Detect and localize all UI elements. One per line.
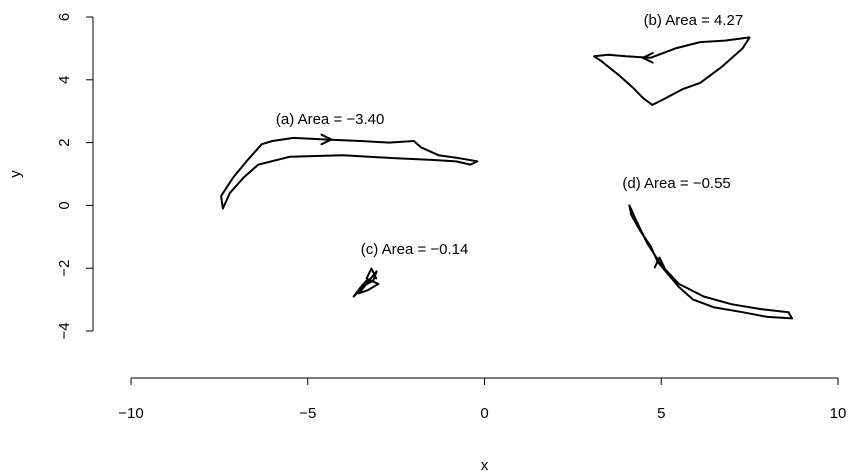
axes: −10 −5 0 5 10 −4 −2 0 2 4 6 x y xyxy=(7,13,846,474)
area-annotation: (b) Area = 4.27 xyxy=(644,12,744,29)
series-a: (a) Area = −3.40 xyxy=(220,111,479,210)
series-b: (b) Area = 4.27 xyxy=(593,12,751,106)
trajectory-line xyxy=(220,136,479,210)
x-tick-label: 10 xyxy=(830,405,847,422)
y-ticks: −4 −2 0 2 4 6 xyxy=(56,13,93,340)
x-ticks: −10 −5 0 5 10 xyxy=(118,378,846,422)
area-annotation: (a) Area = −3.40 xyxy=(276,111,384,128)
y-tick-label: 0 xyxy=(56,201,73,209)
area-annotation: (d) Area = −0.55 xyxy=(622,175,730,192)
series-d: (d) Area = −0.55 xyxy=(622,175,793,320)
y-tick-label: 4 xyxy=(56,76,73,84)
area-annotation: (c) Area = −0.14 xyxy=(361,241,469,258)
y-axis-label: y xyxy=(7,170,24,178)
x-tick-label: −10 xyxy=(118,405,143,422)
x-tick-label: 5 xyxy=(657,405,665,422)
y-tick-label: −2 xyxy=(56,260,73,277)
x-tick-label: −5 xyxy=(299,405,316,422)
trajectory-line xyxy=(593,36,751,106)
series-layer: (a) Area = −3.40 (b) Area = 4.27 (c) Area … xyxy=(220,12,793,320)
direction-arrow xyxy=(653,256,666,269)
trajectory-line xyxy=(628,204,793,320)
direction-arrow xyxy=(365,267,378,280)
series-c: (c) Area = −0.14 xyxy=(352,241,469,298)
y-tick-label: −4 xyxy=(56,322,73,339)
x-tick-label: 0 xyxy=(480,405,488,422)
direction-arrow xyxy=(641,52,654,64)
trajectory-line xyxy=(352,270,380,298)
x-axis-label: x xyxy=(481,457,489,474)
y-tick-label: 6 xyxy=(56,13,73,21)
direction-arrow xyxy=(320,133,333,146)
y-tick-label: 2 xyxy=(56,138,73,146)
